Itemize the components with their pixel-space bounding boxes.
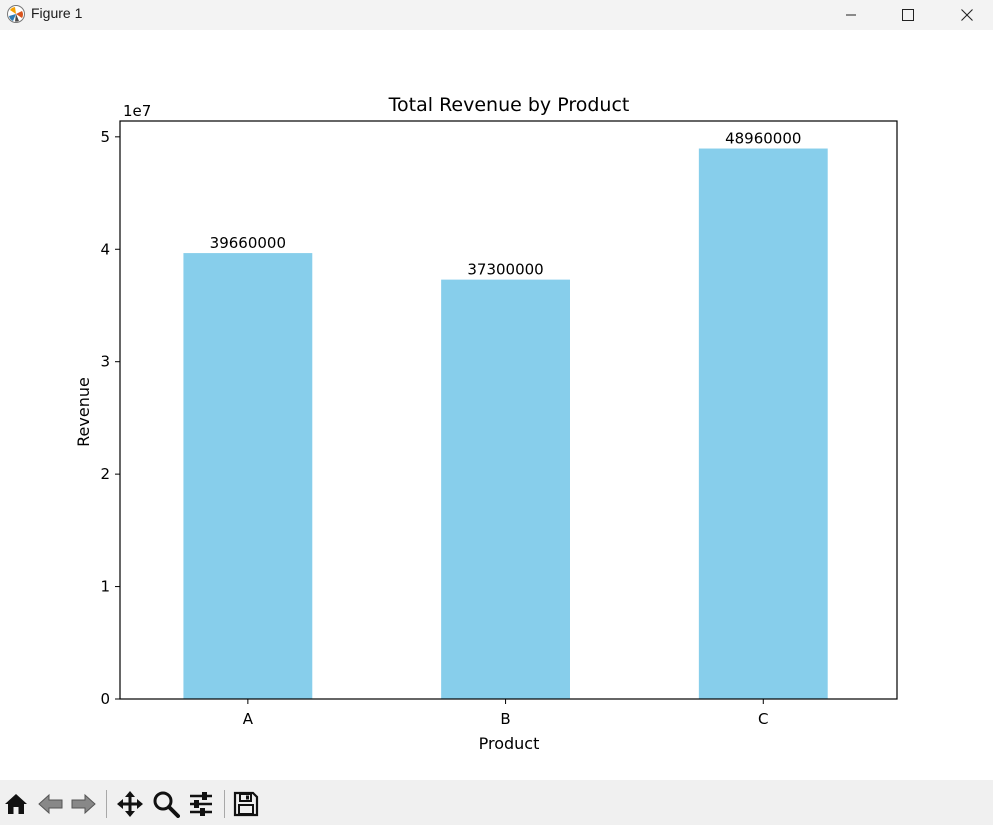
- zoom-button[interactable]: [151, 789, 181, 819]
- bar-C: [698, 148, 828, 699]
- back-button[interactable]: [36, 789, 66, 819]
- y-tick-label: 3: [100, 353, 110, 371]
- data-label-B: 37300000: [467, 261, 543, 279]
- figure-canvas: Total Revenue by Product 1e7 A B C 0 1 2 3 4 5 3…: [0, 30, 993, 780]
- configure-subplots-icon: [190, 792, 212, 816]
- maximize-icon: [902, 9, 914, 21]
- x-tick-label-A: A: [243, 710, 254, 728]
- toolbar-separator: [224, 790, 225, 818]
- x-tick-label-B: B: [500, 710, 510, 728]
- y-tick-label: 2: [100, 465, 110, 483]
- y-axis-label: Revenue: [74, 377, 93, 447]
- axis-offset-text: 1e7: [123, 102, 151, 120]
- home-icon: [5, 794, 27, 814]
- x-tick-label-C: C: [758, 710, 768, 728]
- data-label-C: 48960000: [725, 130, 801, 148]
- app-icon: [7, 5, 25, 23]
- zoom-icon: [153, 791, 180, 818]
- pan-button[interactable]: [115, 789, 145, 819]
- forward-icon: [71, 793, 96, 815]
- chart-title: Total Revenue by Product: [388, 94, 630, 116]
- close-button[interactable]: [944, 0, 990, 30]
- y-tick-label: 0: [100, 690, 110, 708]
- navigation-toolbar: [0, 780, 993, 825]
- bar-chart: Total Revenue by Product 1e7 A B C 0 1 2 3 4 5 3…: [74, 94, 898, 753]
- data-labels-layer: 39660000 37300000 48960000: [210, 130, 802, 279]
- minimize-button[interactable]: [828, 0, 874, 30]
- save-icon: [233, 791, 259, 817]
- back-icon: [38, 793, 63, 815]
- save-button[interactable]: [231, 789, 261, 819]
- ticks-layer: A B C 0 1 2 3 4 5: [100, 128, 768, 728]
- window-title: Figure 1: [31, 5, 83, 21]
- bar-B: [441, 279, 570, 699]
- toolbar-separator: [106, 790, 107, 818]
- x-axis-label: Product: [479, 734, 540, 753]
- window-titlebar: Figure 1: [0, 0, 993, 30]
- maximize-button[interactable]: [885, 0, 931, 30]
- data-label-A: 39660000: [210, 234, 286, 252]
- close-icon: [961, 9, 973, 21]
- forward-button[interactable]: [68, 789, 98, 819]
- bars-layer: [183, 148, 828, 700]
- configure-subplots-button[interactable]: [186, 789, 216, 819]
- minimize-icon: [846, 14, 856, 16]
- axes-frame: [119, 120, 898, 700]
- pan-icon: [117, 791, 143, 817]
- y-tick-label: 4: [100, 240, 110, 258]
- y-tick-label: 1: [100, 578, 110, 596]
- y-tick-label: 5: [100, 128, 110, 146]
- home-button[interactable]: [1, 789, 31, 819]
- bar-A: [183, 253, 313, 700]
